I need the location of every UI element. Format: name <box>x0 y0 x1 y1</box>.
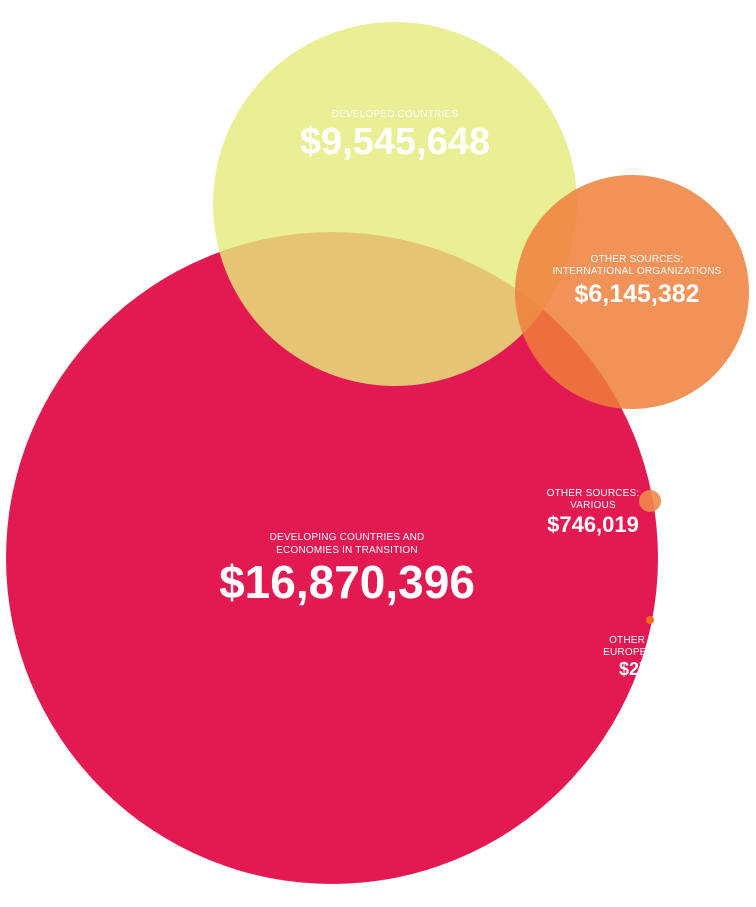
bubble-european-value: $27 <box>619 659 649 679</box>
bubble-developing-label-line: ECONOMIES IN TRANSITION <box>276 545 418 556</box>
bubble-developed-labels: DEVELOPED COUNTRIES$9,545,648 <box>300 109 490 163</box>
bubble-various-labels: OTHER SOURCES:VARIOUS$746,019 <box>547 488 640 537</box>
bubble-layer <box>6 22 749 884</box>
bubble-european-label-line: OTHER S <box>609 635 655 646</box>
bubble-various-label-line: VARIOUS <box>570 500 616 511</box>
bubble-developed-label-line: DEVELOPED COUNTRIES <box>332 109 459 120</box>
bubble-developed-value: $9,545,648 <box>300 121 490 163</box>
bubble-developing-value: $16,870,396 <box>219 556 475 608</box>
bubble-developed <box>213 22 577 386</box>
bubble-international-value: $6,145,382 <box>574 280 699 308</box>
bubble-international-label-line: INTERNATIONAL ORGANIZATIONS <box>552 266 721 277</box>
bubble-international-label-line: OTHER SOURCES: <box>591 254 684 265</box>
bubble-developing-labels: DEVELOPING COUNTRIES AND ECONOMIES IN TRA… <box>219 532 475 608</box>
bubble-various-label-line: OTHER SOURCES: <box>547 488 640 499</box>
bubble-various <box>639 490 661 512</box>
bubble-international-labels: OTHER SOURCES:INTERNATIONAL ORGANIZATION… <box>552 254 721 308</box>
bubble-developing <box>6 232 658 884</box>
bubble-various-value: $746,019 <box>547 512 639 537</box>
bubble-developing-label-line: DEVELOPING COUNTRIES AND <box>270 532 425 543</box>
bubble-european-label-line: EUROPEAN <box>603 647 661 658</box>
bubble-european <box>646 616 654 624</box>
bubble-international <box>515 175 749 409</box>
label-layer: DEVELOPING COUNTRIES AND ECONOMIES IN TRA… <box>219 109 721 679</box>
